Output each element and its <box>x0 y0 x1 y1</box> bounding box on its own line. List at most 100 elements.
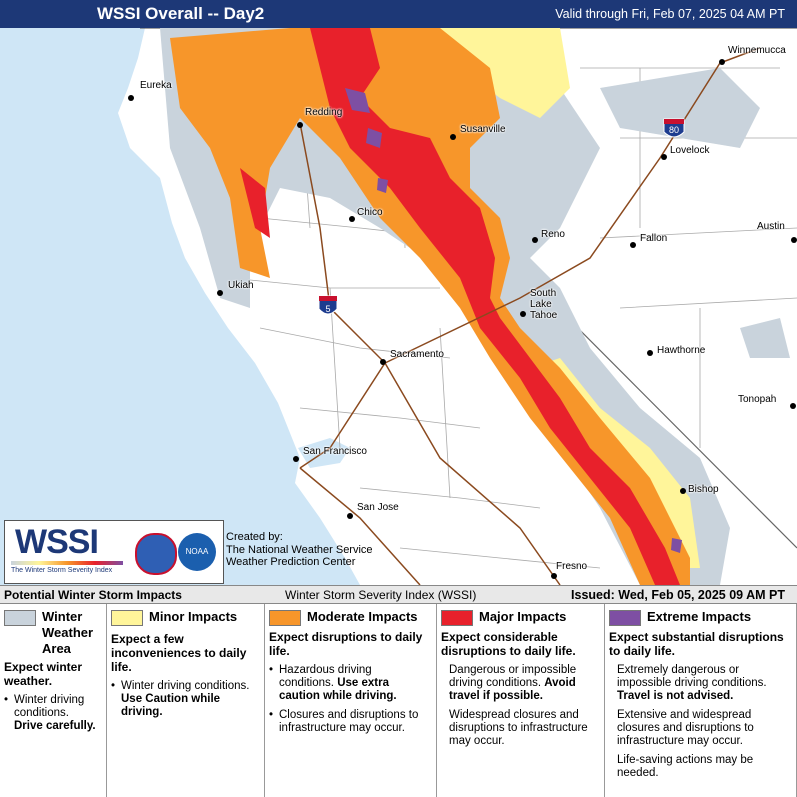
header: WSSI Overall -- Day2 Valid through Fri, … <box>0 0 797 28</box>
bullet-text: Closures and disruptions to infrastructu… <box>279 709 419 734</box>
legend-title: Minor Impacts <box>149 609 238 624</box>
shield-label: 5 <box>325 304 330 314</box>
city-label: Hawthorne <box>657 345 706 356</box>
city-dot <box>380 359 386 365</box>
legend-description: Expect considerable disruptions to daily… <box>441 630 576 658</box>
legend-body: Expect winter weather. • Winter driving co… <box>4 660 99 733</box>
legend-swatch <box>111 610 143 626</box>
city-label: Fallon <box>640 233 668 244</box>
city-label: Austin <box>757 221 785 232</box>
city-dot <box>551 573 557 579</box>
legend-title: Moderate Impacts <box>307 609 418 624</box>
city-dot <box>450 134 456 140</box>
legend-column: Major Impacts Expect considerable disrupt… <box>437 604 605 797</box>
interstate-5: 5 <box>318 295 338 315</box>
legend-body: Expect considerable disruptions to daily… <box>441 630 597 748</box>
nws-logo <box>135 533 177 575</box>
ocean <box>0 28 360 585</box>
moderate-impacts <box>170 28 690 585</box>
legend-column: Moderate Impacts Expect disruptions to da… <box>265 604 437 797</box>
city-label: Redding <box>305 107 343 118</box>
highway-shields: 80 5 <box>318 118 685 315</box>
legend-bullet: Life-saving actions may be needed. <box>609 754 789 780</box>
legend-bullet: • Winter driving conditions. Use Caution … <box>111 680 257 719</box>
credit-line: The National Weather Service <box>226 543 373 556</box>
legend-bullet: Dangerous or impossible driving conditio… <box>441 664 597 703</box>
city-dot <box>791 237 797 243</box>
legend-body: Expect disruptions to daily life. • Hazard… <box>269 630 429 735</box>
city-label: Susanville <box>460 124 506 135</box>
city-label: South Lake Tahoe <box>530 288 558 321</box>
legend-title: Major Impacts <box>479 609 567 624</box>
legend-description: Expect winter weather. <box>4 660 83 688</box>
strip-left: Potential Winter Storm Impacts <box>4 588 182 602</box>
logo-text: WSSI <box>15 523 99 561</box>
legend-description: Expect substantial disruptions to daily … <box>609 630 784 658</box>
city-label: Chico <box>357 207 383 218</box>
legend-column: Extreme Impacts Expect substantial disrup… <box>605 604 797 797</box>
city-label: Lovelock <box>670 145 710 156</box>
city-label: Winnemucca <box>728 45 786 56</box>
city-dot <box>532 237 538 243</box>
legend-column: Minor Impacts Expect a few inconveniences… <box>107 604 265 797</box>
bullet-text: Widespread closures and disruptions to i… <box>449 709 588 747</box>
extreme-impacts <box>345 88 682 553</box>
city-dot <box>293 456 299 462</box>
bullet-dot: • <box>269 664 274 676</box>
city-dot <box>719 59 725 65</box>
bullet-dot: • <box>269 709 274 721</box>
bullet-dot: • <box>111 680 116 692</box>
bullet-text: Extensive and widespread closures and di… <box>617 709 754 747</box>
city-label: Tonopah <box>738 394 777 405</box>
bullet-dot: • <box>4 694 9 706</box>
credit-line: Created by: <box>226 531 283 543</box>
legend-title: Winter Weather Area <box>42 609 94 656</box>
bullet-text: Drive carefully. <box>14 720 96 732</box>
strip-right: Issued: Wed, Feb 05, 2025 09 AM PT <box>571 588 785 602</box>
legend-bullet: • Winter driving conditions. Drive carefu… <box>4 694 99 733</box>
city-dot <box>630 242 636 248</box>
bullet-text: Use extra caution while driving. <box>279 677 397 702</box>
legend-title: Extreme Impacts <box>647 609 752 624</box>
legend-bullet: Widespread closures and disruptions to i… <box>441 709 597 748</box>
city-label: Fresno <box>556 561 588 572</box>
logo: WSSI The Winter Storm Severity Index NOA… <box>4 520 224 584</box>
logo-bar <box>11 561 123 565</box>
legend-column: Winter Weather Area Expect winter weather… <box>0 604 107 797</box>
city-dot <box>647 350 653 356</box>
bullet-text: Hazardous driving conditions. <box>279 664 372 689</box>
city-dot <box>790 403 796 409</box>
city-dot <box>680 488 686 494</box>
city-label: San Jose <box>357 502 399 513</box>
city-dot <box>297 122 303 128</box>
city-label: Sacramento <box>390 349 444 360</box>
legend-swatch <box>269 610 301 626</box>
bullet-text: Winter driving conditions. <box>14 694 85 719</box>
city-label: Reno <box>541 229 565 240</box>
city-dot <box>520 311 526 317</box>
interstate-80: 80 <box>663 118 685 138</box>
bullet-text: Travel is not advised. <box>617 690 734 702</box>
city-dot <box>661 154 667 160</box>
bullet-text: Life-saving actions may be needed. <box>617 754 754 779</box>
bullet-text: Dangerous or impossible driving conditio… <box>449 664 577 689</box>
noaa-logo: NOAA <box>178 533 216 571</box>
city-dot <box>128 95 134 101</box>
bullet-text: Extremely dangerous or impossible drivin… <box>617 664 767 689</box>
major-impacts <box>240 28 680 585</box>
legend-swatch <box>441 610 473 626</box>
legend-bullet: Extensive and widespread closures and di… <box>609 709 789 748</box>
shield-label: 80 <box>669 125 679 135</box>
legend-bullet: • Closures and disruptions to infrastruct… <box>269 709 429 735</box>
credit-line: Weather Prediction Center <box>226 556 356 568</box>
info-strip: Potential Winter Storm Impacts Winter St… <box>0 585 797 604</box>
legend: Winter Weather Area Expect winter weather… <box>0 604 797 797</box>
valid-time: Valid through Fri, Feb 07, 2025 04 AM PT <box>555 7 785 21</box>
credit: Created by: The National Weather Service… <box>226 531 373 569</box>
city-label: Ukiah <box>228 280 254 291</box>
highways <box>299 47 761 585</box>
logo-subtitle: The Winter Storm Severity Index <box>11 567 113 574</box>
legend-bullet: Extremely dangerous or impossible drivin… <box>609 664 789 703</box>
city-label: San Francisco <box>303 446 367 457</box>
